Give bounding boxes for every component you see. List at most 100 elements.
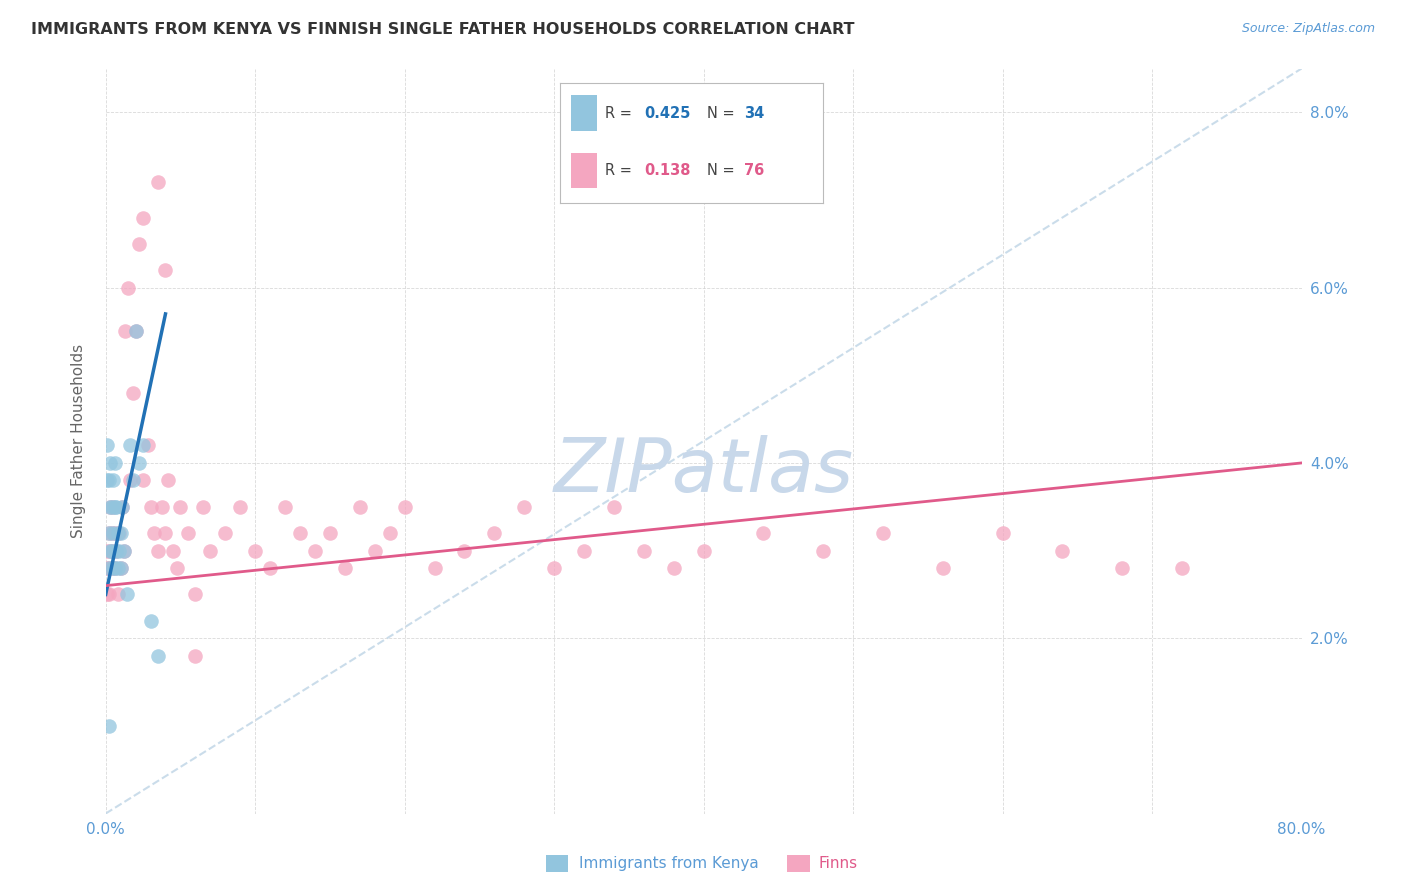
- Point: [603, 500, 626, 514]
- Point: [97, 526, 120, 541]
- Point: [1052, 543, 1074, 558]
- Point: [112, 543, 135, 558]
- Point: [304, 543, 326, 558]
- Point: [97, 587, 120, 601]
- Point: [104, 526, 127, 541]
- Point: [108, 526, 131, 541]
- Point: [184, 587, 207, 601]
- Point: [101, 543, 124, 558]
- Point: [214, 526, 236, 541]
- Point: [97, 526, 120, 541]
- Point: [121, 474, 143, 488]
- Point: [200, 543, 222, 558]
- Point: [98, 543, 121, 558]
- Point: [319, 526, 342, 541]
- Point: [98, 500, 121, 514]
- Point: [111, 500, 134, 514]
- Point: [105, 543, 128, 558]
- Point: [101, 500, 124, 514]
- Point: [97, 719, 120, 733]
- Point: [107, 526, 129, 541]
- Point: [364, 543, 387, 558]
- Point: [104, 456, 127, 470]
- Point: [177, 526, 200, 541]
- Point: [692, 543, 714, 558]
- Point: [155, 526, 177, 541]
- Point: [274, 500, 297, 514]
- Text: Finns: Finns: [818, 856, 858, 871]
- Point: [107, 561, 129, 575]
- Point: [100, 500, 122, 514]
- Point: [139, 614, 162, 628]
- Point: [110, 561, 132, 575]
- Point: [101, 474, 124, 488]
- Point: [124, 325, 146, 339]
- Point: [132, 211, 155, 225]
- Point: [104, 561, 127, 575]
- Point: [191, 500, 214, 514]
- Point: [484, 526, 506, 541]
- Point: [100, 561, 122, 575]
- Point: [872, 526, 894, 541]
- Point: [229, 500, 252, 514]
- Point: [1111, 561, 1133, 575]
- Point: [114, 325, 136, 339]
- Point: [98, 500, 121, 514]
- Point: [288, 526, 311, 541]
- Point: [101, 526, 124, 541]
- Point: [132, 474, 155, 488]
- Point: [100, 543, 122, 558]
- Point: [155, 263, 177, 277]
- Point: [662, 561, 685, 575]
- Point: [453, 543, 475, 558]
- Point: [108, 543, 131, 558]
- Point: [169, 500, 191, 514]
- Point: [136, 438, 159, 452]
- Point: [349, 500, 371, 514]
- Point: [333, 561, 356, 575]
- Point: [105, 500, 128, 514]
- Point: [142, 526, 165, 541]
- Point: [752, 526, 775, 541]
- Point: [259, 561, 281, 575]
- Y-axis label: Single Father Households: Single Father Households: [72, 344, 86, 538]
- Point: [117, 280, 139, 294]
- Point: [152, 500, 174, 514]
- Point: [162, 543, 184, 558]
- Point: [932, 561, 955, 575]
- Point: [110, 561, 132, 575]
- Point: [100, 526, 122, 541]
- Point: [96, 474, 118, 488]
- Point: [243, 543, 266, 558]
- Point: [118, 474, 141, 488]
- Point: [166, 561, 188, 575]
- Point: [96, 438, 118, 452]
- Point: [1171, 561, 1194, 575]
- Point: [124, 325, 146, 339]
- Point: [104, 500, 127, 514]
- Point: [97, 561, 120, 575]
- Point: [139, 500, 162, 514]
- Point: [121, 385, 143, 400]
- Text: ZIPatlas: ZIPatlas: [554, 434, 853, 507]
- Text: IMMIGRANTS FROM KENYA VS FINNISH SINGLE FATHER HOUSEHOLDS CORRELATION CHART: IMMIGRANTS FROM KENYA VS FINNISH SINGLE …: [31, 22, 855, 37]
- Point: [97, 561, 120, 575]
- Point: [96, 561, 118, 575]
- Point: [96, 587, 118, 601]
- Point: [107, 587, 129, 601]
- Point: [146, 648, 169, 663]
- Point: [813, 543, 835, 558]
- Point: [513, 500, 536, 514]
- Point: [98, 456, 121, 470]
- Point: [394, 500, 416, 514]
- Point: [104, 561, 127, 575]
- Point: [184, 648, 207, 663]
- Point: [572, 543, 595, 558]
- Point: [101, 561, 124, 575]
- Point: [633, 543, 655, 558]
- Point: [112, 543, 135, 558]
- Point: [115, 587, 138, 601]
- Point: [543, 561, 565, 575]
- Point: [157, 474, 180, 488]
- Point: [128, 456, 150, 470]
